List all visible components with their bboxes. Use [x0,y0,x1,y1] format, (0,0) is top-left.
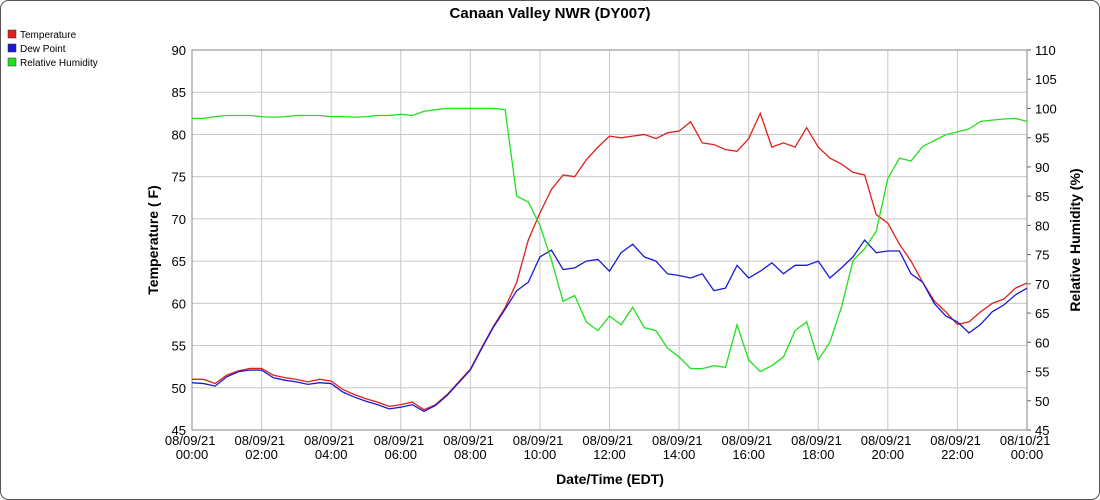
y2-tick-label: 70 [1035,277,1049,292]
y2-tick-label: 60 [1035,335,1049,350]
legend-label: Temperature [20,30,77,41]
y2-tick-label: 50 [1035,394,1049,409]
x-tick-label: 08/09/21 10:00 [513,433,567,462]
series-line [192,111,1028,411]
y2-tick-label: 80 [1035,218,1049,233]
series-line [192,107,1028,373]
y-tick-label: 50 [172,381,186,396]
x-tick-label: 08/09/21 12:00 [582,433,636,462]
y2-tick-label: 65 [1035,306,1049,321]
y2-tick-label: 95 [1035,131,1049,146]
y-tick-label: 65 [172,254,186,269]
x-tick-label: 08/09/21 20:00 [861,433,915,462]
x-tick-label: 08/09/21 04:00 [304,433,358,462]
y-tick-label: 90 [172,43,186,58]
y2-tick-label: 90 [1035,160,1049,175]
x-tick-label: 08/09/21 14:00 [652,433,706,462]
y-tick-label: 75 [172,170,186,185]
y-tick-label: 70 [172,212,186,227]
legend-swatch [7,43,17,53]
y-axis-title: Temperature ( F) [145,185,161,294]
y2-tick-label: 45 [1035,423,1049,438]
x-tick-label: 08/10/21 00:00 [1000,433,1054,462]
plot-border [191,49,1028,431]
legend-label: Dew Point [20,44,66,55]
x-tick-label: 08/09/21 02:00 [234,433,288,462]
x-tick-label: 08/09/21 00:00 [165,433,219,462]
x-tick-label: 08/09/21 16:00 [722,433,776,462]
y2-tick-label: 110 [1035,43,1056,58]
y-tick-label: 45 [172,423,186,438]
y-tick-label: 85 [172,85,186,100]
x-axis-title: Date/Time (EDT) [556,471,664,487]
y2-tick-label: 100 [1035,101,1057,116]
x-tick-label: 08/09/21 08:00 [443,433,497,462]
y-tick-label: 55 [172,339,186,354]
y2-tick-label: 105 [1035,72,1057,87]
x-tick-label: 08/09/21 06:00 [374,433,428,462]
y2-tick-label: 85 [1035,189,1049,204]
y-tick-label: 80 [172,127,186,142]
series-line [191,238,1028,413]
y2-axis-title: Relative Humidity (%) [1067,168,1083,311]
chart-title: Canaan Valley NWR (DY007) [450,5,651,22]
legend-label: Relative Humidity [20,58,98,69]
x-tick-label: 08/09/21 18:00 [791,433,845,462]
x-tick-label: 08/09/21 22:00 [930,433,984,462]
y2-tick-label: 75 [1035,248,1049,263]
legend-swatch [7,57,17,67]
legend-swatch [7,29,17,39]
y2-tick-label: 55 [1035,365,1049,380]
y-tick-label: 60 [172,296,186,311]
